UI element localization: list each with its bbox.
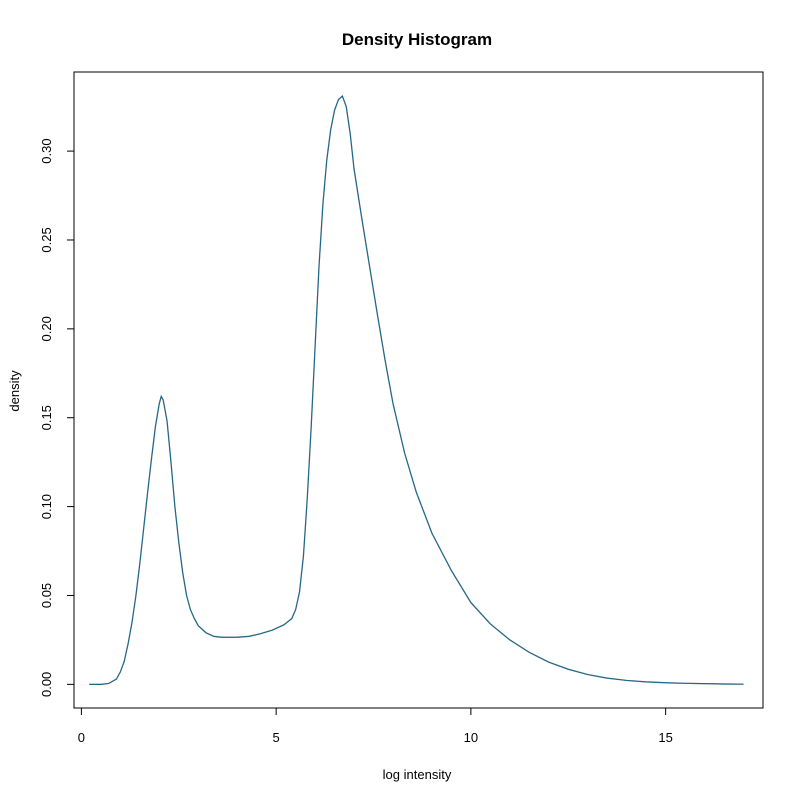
y-tick-label: 0.30: [39, 138, 54, 163]
x-tick-label: 5: [273, 730, 280, 745]
y-tick-label: 0.25: [39, 227, 54, 252]
x-axis-label: log intensity: [383, 767, 452, 782]
y-tick-label: 0.20: [39, 316, 54, 341]
y-axis-label: density: [7, 370, 22, 412]
plot-frame: [74, 72, 763, 708]
chart-title: Density Histogram: [342, 30, 492, 49]
plot-area: 0 5 10 15 0.00 0.05 0.10 0.15 0.20 0.25 0.30: [39, 72, 763, 745]
x-tick-label: 15: [658, 730, 672, 745]
y-tick-label: 0.10: [39, 494, 54, 519]
y-tick-label: 0.15: [39, 405, 54, 430]
x-tick-label: 0: [78, 730, 85, 745]
y-tick-label: 0.00: [39, 672, 54, 697]
density-curve-line: [89, 96, 743, 684]
x-tick-label: 10: [464, 730, 478, 745]
y-tick-label: 0.05: [39, 583, 54, 608]
